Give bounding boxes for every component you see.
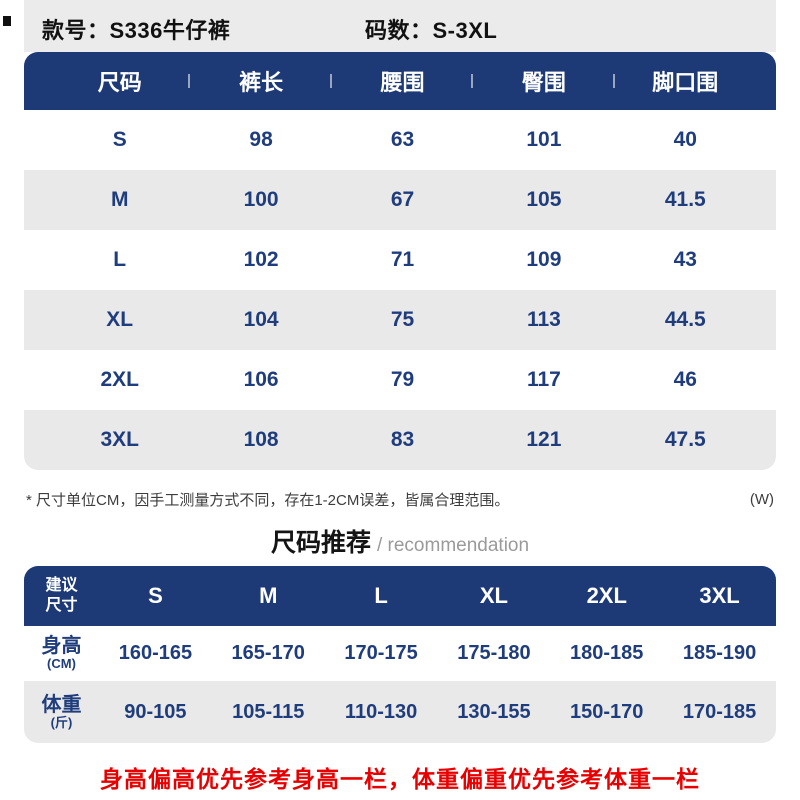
cell-size: 2XL: [100, 368, 139, 391]
weight-value: 105-115: [232, 700, 305, 723]
cell-size: XL: [106, 308, 134, 331]
section-title-en: / recommendation: [376, 535, 530, 556]
table-row: L 102 71 109 43: [24, 230, 776, 290]
weight-value: 130-155: [457, 700, 531, 723]
cell-leg-opening: 44.5: [664, 308, 706, 331]
weight-value: 110-130: [344, 700, 418, 723]
recommendation-section-title: 尺码推荐 / recommendation: [24, 523, 776, 557]
height-value: 180-185: [570, 642, 644, 664]
cell-size: S: [112, 128, 127, 151]
cell-hip: 109: [526, 248, 562, 271]
table-row: XL 104 75 113 44.5: [24, 290, 776, 350]
top-band: 款号：S336牛仔裤 码数：S-3XL: [24, 0, 776, 52]
column-header-hip-label: 臀围: [521, 70, 566, 95]
table-row: 3XL 108 83 121 47.5: [24, 410, 776, 470]
size-header-m: M: [259, 583, 278, 608]
style-number-label: 款号：S336牛仔裤: [42, 18, 231, 43]
cell-length: 106: [243, 368, 279, 391]
weight-label: 体重: [41, 693, 82, 716]
height-value: 165-170: [231, 642, 305, 664]
section-title-cn: 尺码推荐: [270, 529, 371, 557]
cell-waist: 83: [390, 428, 415, 451]
cell-length: 104: [243, 308, 279, 331]
corner-mark: [3, 16, 11, 26]
cell-waist: 67: [390, 188, 415, 211]
cell-waist: 63: [390, 128, 415, 151]
cell-hip: 105: [526, 188, 562, 211]
height-unit: (CM): [47, 656, 76, 672]
measurement-note: * 尺寸单位CM，因手工测量方式不同，存在1-2CM误差，皆属合理范围。: [26, 492, 510, 509]
column-header-waist-label: 腰围: [380, 70, 425, 95]
cell-waist: 75: [390, 308, 415, 331]
column-header-leg-opening: 脚口围: [615, 65, 756, 97]
height-row: 身高 (CM) 160-165 165-170 170-175 175-180 …: [24, 626, 776, 681]
height-row-label: 身高 (CM): [24, 636, 99, 671]
header-divider: [329, 74, 332, 88]
cell-hip: 101: [526, 128, 562, 151]
cell-hip: 117: [526, 368, 561, 391]
cell-leg-opening: 47.5: [664, 428, 706, 451]
weight-value: 170-185: [682, 700, 757, 723]
height-value: 170-175: [344, 642, 418, 664]
height-label: 身高: [41, 635, 82, 658]
size-header-s: S: [148, 583, 163, 608]
height-value: 185-190: [682, 642, 757, 664]
size-header-3xl: 3XL: [699, 583, 740, 608]
cell-length: 98: [249, 128, 273, 151]
cell-size: M: [110, 188, 129, 211]
watermark-text: (W): [749, 491, 774, 508]
cell-leg-opening: 40: [673, 128, 697, 151]
column-header-length-label: 裤长: [239, 70, 284, 95]
suggested-size-header: 建议 尺寸: [45, 577, 78, 614]
column-header-waist: 腰围: [332, 65, 474, 97]
weight-value: 90-105: [124, 700, 187, 723]
column-header-size-label: 尺码: [97, 70, 142, 95]
column-header-hip: 臀围: [473, 65, 615, 97]
size-chart-panel: 款号：S336牛仔裤 码数：S-3XL 尺码 裤长 腰围 臀围 脚口围 S 98…: [24, 0, 776, 794]
cell-size: L: [113, 248, 127, 271]
note-line: * 尺寸单位CM，因手工测量方式不同，存在1-2CM误差，皆属合理范围。 (W): [24, 489, 776, 510]
column-header-length: 裤长: [190, 65, 332, 97]
cell-length: 100: [243, 188, 279, 211]
recommendation-table-header: 建议 尺寸 S M L XL 2XL 3XL: [24, 566, 776, 626]
cell-leg-opening: 46: [673, 368, 697, 391]
fit-tip-text: 身高偏高优先参考身高一栏，体重偏重优先参考体重一栏: [100, 766, 700, 792]
measurements-table-header: 尺码 裤长 腰围 臀围 脚口围: [24, 52, 776, 110]
recommendation-table: 建议 尺寸 S M L XL 2XL 3XL 身高 (CM) 160-165 1…: [24, 566, 776, 743]
cell-size: 3XL: [100, 428, 139, 451]
weight-unit: (斤): [50, 714, 73, 730]
cell-length: 102: [243, 248, 279, 271]
height-value: 160-165: [118, 642, 193, 664]
height-value: 175-180: [457, 642, 531, 664]
weight-value: 150-170: [570, 700, 644, 723]
table-row: 2XL 106 79 117 46: [24, 350, 776, 410]
cell-length: 108: [243, 428, 279, 451]
measurements-table: 尺码 裤长 腰围 臀围 脚口围 S 98 63 101 40 M 100 67 …: [24, 52, 776, 470]
header-divider: [188, 74, 191, 88]
cell-hip: 113: [526, 308, 561, 331]
cell-waist: 79: [390, 368, 415, 391]
cell-leg-opening: 41.5: [664, 188, 706, 211]
size-header-xl: XL: [479, 583, 508, 608]
cell-leg-opening: 43: [673, 248, 697, 271]
table-row: S 98 63 101 40: [24, 110, 776, 170]
size-range-label: 码数：S-3XL: [365, 18, 498, 43]
column-header-size: 尺码: [49, 65, 191, 97]
column-header-leg-opening-label: 脚口围: [652, 70, 719, 95]
header-divider: [612, 74, 615, 88]
cell-waist: 71: [390, 248, 415, 271]
weight-row: 体重 (斤) 90-105 105-115 110-130 130-155 15…: [24, 681, 776, 743]
header-divider: [471, 74, 474, 88]
table-row: M 100 67 105 41.5: [24, 170, 776, 230]
cell-hip: 121: [526, 428, 562, 451]
weight-row-label: 体重 (斤): [24, 693, 99, 730]
size-header-2xl: 2XL: [586, 583, 627, 608]
size-header-l: L: [374, 583, 388, 608]
